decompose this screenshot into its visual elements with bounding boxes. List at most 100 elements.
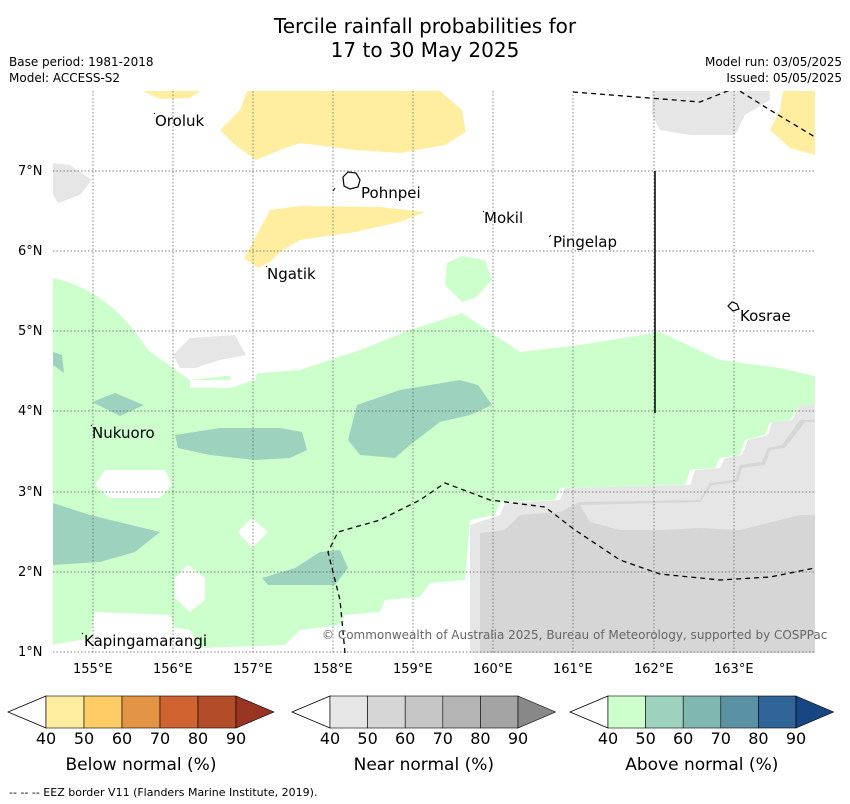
near-normal-40-region xyxy=(53,163,92,203)
colorbar-tick-label: 60 xyxy=(395,729,416,748)
place-label-mokil: Mokil xyxy=(484,209,524,227)
colorbar-max-arrow xyxy=(517,695,557,729)
below-normal-40-region xyxy=(244,206,425,268)
lon-label: 163°E xyxy=(714,662,754,677)
colorbar-segment xyxy=(329,695,368,729)
colorbar-segment xyxy=(83,695,123,729)
place-label-pohnpei: Pohnpei xyxy=(361,184,421,202)
place-label-ngatik: Ngatik xyxy=(267,265,316,283)
above-normal-40-region xyxy=(53,278,815,648)
colorbar-tick-label: 90 xyxy=(507,729,529,748)
place-label-kapingamarangi: Kapingamarangi xyxy=(84,632,208,650)
colorbar-title: Above normal (%) xyxy=(625,755,779,775)
lat-label: 2°N xyxy=(18,565,43,580)
copyright-notice: © Commonwealth of Australia 2025, Bureau… xyxy=(322,628,828,642)
colorbar-tick-label: 40 xyxy=(597,729,619,748)
colorbar-segment xyxy=(645,695,684,729)
model-name: Model: ACCESS-S2 xyxy=(9,71,121,85)
colorbar-segment xyxy=(45,695,85,729)
colorbars xyxy=(6,695,835,729)
lat-label: 3°N xyxy=(18,485,43,500)
place-label-nukuoro: Nukuoro xyxy=(92,424,155,442)
title-line2: 17 to 30 May 2025 xyxy=(330,38,520,62)
lon-label: 161°E xyxy=(553,662,593,677)
atoll-markers xyxy=(81,112,552,635)
lon-label: 156°E xyxy=(153,662,193,677)
lat-label: 6°N xyxy=(18,244,43,259)
lon-label: 159°E xyxy=(393,662,433,677)
colorbar-max-arrow xyxy=(235,695,275,729)
colorbar-tick-label: 50 xyxy=(635,729,656,748)
no-signal-region xyxy=(175,565,205,612)
no-signal-region xyxy=(95,470,172,498)
near-normal-50-region xyxy=(480,420,815,653)
island-outlines xyxy=(342,171,740,312)
colorbar-tick-label: 70 xyxy=(149,729,171,748)
lon-label: 160°E xyxy=(473,662,513,677)
lon-label: 155°E xyxy=(73,662,113,677)
colorbar-tick-label: 50 xyxy=(73,729,95,748)
colorbar-segment xyxy=(121,695,161,729)
above-normal-50-region xyxy=(348,380,492,458)
colorbar-max-arrow xyxy=(795,695,835,729)
lon-label: 162°E xyxy=(634,662,674,677)
colorbar-tick-label: 40 xyxy=(319,729,341,748)
colorbar-tick-label: 90 xyxy=(785,729,807,748)
issued-date: Issued: 05/05/2025 xyxy=(726,71,842,85)
colorbar-segment xyxy=(758,695,797,729)
colorbar-tick-label: 60 xyxy=(111,729,133,748)
colorbar-tick-label: 70 xyxy=(432,729,453,748)
title-line1: Tercile rainfall probabilities for xyxy=(273,14,577,38)
eez-footnote: -- -- -- EEZ border V11 (Flanders Marine… xyxy=(9,786,318,799)
colorbar-tick-label: 60 xyxy=(673,729,694,748)
colorbar-segment xyxy=(442,695,481,729)
kosrae-island xyxy=(727,301,740,312)
colorbar-tick-label: 80 xyxy=(748,729,769,748)
colorbar-tick-label: 90 xyxy=(225,729,247,748)
lat-label: 1°N xyxy=(18,645,43,660)
colorbar-tick-label: 70 xyxy=(710,729,731,748)
lat-label: 4°N xyxy=(18,404,43,419)
above-normal-50-region xyxy=(53,352,64,373)
colorbar-segment xyxy=(682,695,722,729)
above-normal-50-region xyxy=(53,503,160,565)
colorbar-segment xyxy=(480,695,519,729)
colorbar-segment xyxy=(404,695,444,729)
lat-label: 5°N xyxy=(18,324,43,339)
place-label-kosrae: Kosrae xyxy=(740,307,791,325)
near-normal-40-region xyxy=(652,91,770,135)
above-normal-50-region xyxy=(92,393,144,416)
lat-label: 7°N xyxy=(18,164,43,179)
below-normal-40-region xyxy=(143,91,200,99)
colorbar-segment xyxy=(197,695,237,729)
colorbar-segment xyxy=(367,695,406,729)
colorbar-min-arrow xyxy=(568,695,609,729)
colorbar-min-arrow xyxy=(290,695,331,729)
place-label-oroluk: Oroluk xyxy=(155,112,205,130)
no-signal-region xyxy=(190,365,260,388)
near-normal-40-region xyxy=(580,422,815,530)
lon-label: 158°E xyxy=(313,662,353,677)
eez-border xyxy=(327,91,815,653)
colorbar-tick-label: 80 xyxy=(187,729,209,748)
colorbar-tick-label: 80 xyxy=(470,729,491,748)
gridlines xyxy=(53,91,815,653)
colorbar-segment xyxy=(159,695,199,729)
colorbar-min-arrow xyxy=(6,695,47,729)
pohnpei-island xyxy=(342,171,361,190)
below-normal-40-region xyxy=(220,91,466,160)
below-normal-40-region xyxy=(770,91,815,155)
colorbar-title: Near normal (%) xyxy=(353,755,494,775)
above-normal-50-region xyxy=(175,428,307,460)
colorbar-segment xyxy=(720,695,759,729)
above-normal-40-region xyxy=(445,256,492,302)
colorbar-tick-label: 40 xyxy=(35,729,57,748)
lon-label: 157°E xyxy=(233,662,273,677)
model-run-date: Model run: 03/05/2025 xyxy=(704,55,842,69)
colorbar-title: Below normal (%) xyxy=(65,755,217,775)
base-period: Base period: 1981-2018 xyxy=(9,55,154,69)
place-label-pingelap: Pingelap xyxy=(553,233,618,251)
near-normal-40-region xyxy=(173,335,246,368)
above-normal-50-region xyxy=(262,550,348,585)
